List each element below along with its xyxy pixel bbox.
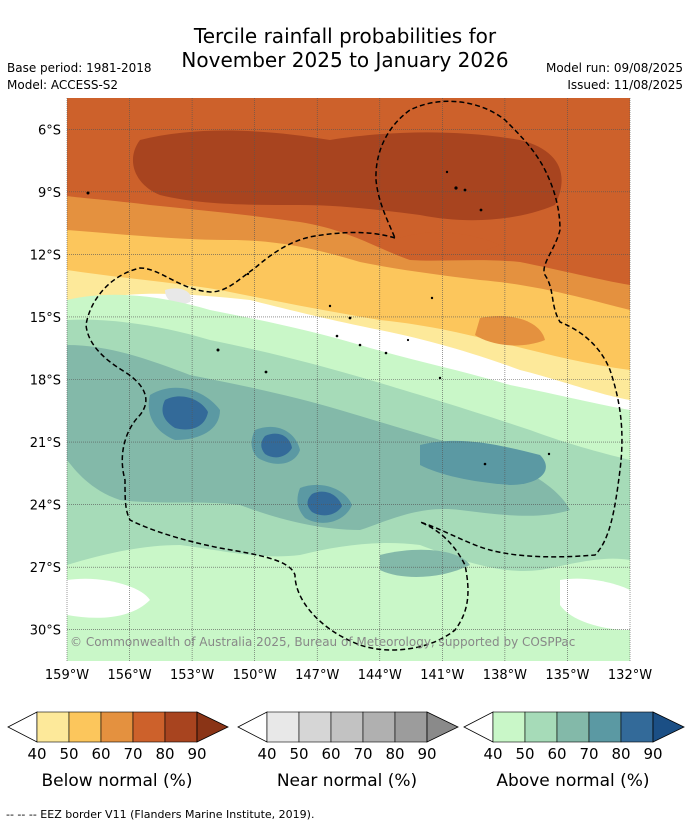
model-name: Model: ACCESS-S2: [7, 78, 119, 92]
longitude-label: 156°W: [107, 668, 151, 683]
colorbar-title: Above normal (%): [496, 771, 650, 791]
latitude-label: 18°S: [30, 374, 61, 389]
colorbar-tick-label: 80: [385, 745, 405, 763]
longitude-label: 144°W: [358, 668, 402, 683]
copyright-notice: © Commonwealth of Australia 2025, Bureau…: [70, 635, 575, 649]
longitude-label: 147°W: [295, 668, 339, 683]
colorbar-title: Below normal (%): [41, 771, 193, 791]
title-line-2: November 2025 to January 2026: [181, 48, 509, 72]
probability-field: [67, 98, 630, 661]
issued-date: Issued: 11/08/2025: [567, 78, 683, 92]
latitude-label: 9°S: [38, 186, 61, 201]
colorbar-segment: [362, 711, 396, 743]
colorbar-tick-label: 90: [643, 745, 663, 763]
colorbar-tick-label: 70: [123, 745, 143, 763]
tercile-map: © Commonwealth of Australia 2025, Bureau…: [30, 98, 652, 683]
colorbar-segment: [556, 711, 590, 743]
title-line-1: Tercile rainfall probabilities for: [193, 24, 497, 48]
colorbar-high-extend: [652, 711, 685, 743]
colorbar-tick-label: 50: [59, 745, 79, 763]
latitude-label: 15°S: [30, 311, 61, 326]
colorbar-segment: [524, 711, 558, 743]
longitude-label: 135°W: [545, 668, 589, 683]
latitude-label: 27°S: [30, 561, 61, 576]
colorbar-tick-label: 90: [187, 745, 207, 763]
islands: [86, 170, 551, 466]
colorbar-segment: [394, 711, 428, 743]
colorbar-segment: [620, 711, 654, 743]
colorbar-tick-label: 40: [257, 745, 277, 763]
colorbar: [463, 711, 685, 743]
latitude-label: 21°S: [30, 436, 61, 451]
latitude-labels: 6°S 9°S 12°S 15°S 18°S 21°S 24°S 27°S 30°S: [30, 123, 61, 638]
colorbar-tick-label: 40: [27, 745, 47, 763]
model-run-date: Model run: 09/08/2025: [545, 61, 683, 75]
colorbar-tick-label: 80: [155, 745, 175, 763]
colorbar-segment: [266, 711, 300, 743]
colorbar-segment: [100, 711, 134, 743]
colorbar-tick-label: 70: [579, 745, 599, 763]
longitude-label: 138°W: [483, 668, 527, 683]
colorbar-segment: [36, 711, 70, 743]
colorbar-tick-label: 40: [483, 745, 503, 763]
colorbar-tick-label: 60: [321, 745, 341, 763]
colorbar-tick-label: 50: [289, 745, 309, 763]
colorbar-high-extend: [426, 711, 459, 743]
colorbar-segment: [330, 711, 364, 743]
colorbar-tick-label: 60: [91, 745, 111, 763]
colorbar-segment: [68, 711, 102, 743]
colorbar: [237, 711, 459, 743]
longitude-labels: 159°W 156°W 153°W 150°W 147°W 144°W 141°W 138°W…: [45, 668, 652, 683]
latitude-label: 30°S: [30, 624, 61, 639]
eez-footnote: -- -- -- EEZ border V11 (Flanders Marine…: [6, 808, 315, 821]
colorbar-segment: [492, 711, 526, 743]
colorbar-tick-label: 60: [547, 745, 567, 763]
colorbar: [7, 711, 229, 743]
colorbar-low-extend: [463, 711, 494, 743]
colorbar-tick-label: 80: [611, 745, 631, 763]
latitude-label: 24°S: [30, 499, 61, 514]
colorbar-tick-label: 50: [515, 745, 535, 763]
longitude-label: 141°W: [420, 668, 464, 683]
colorbar-tick-label: 70: [353, 745, 373, 763]
longitude-label: 132°W: [608, 668, 652, 683]
colorbar-segment: [164, 711, 198, 743]
eez-borders: [85, 100, 623, 651]
colorbar-low-extend: [7, 711, 38, 743]
longitude-label: 153°W: [170, 668, 214, 683]
colorbar-title: Near normal (%): [276, 771, 418, 791]
colorbar-segment: [132, 711, 166, 743]
colorbar-low-extend: [237, 711, 268, 743]
latitude-label: 6°S: [38, 123, 61, 138]
colorbar-segment: [298, 711, 332, 743]
colorbar-high-extend: [196, 711, 229, 743]
longitude-label: 150°W: [233, 668, 277, 683]
colorbar-tick-label: 90: [417, 745, 437, 763]
latitude-label: 12°S: [30, 248, 61, 263]
longitude-label: 159°W: [45, 668, 89, 683]
colorbar-segment: [588, 711, 622, 743]
base-period: Base period: 1981-2018: [7, 61, 152, 75]
